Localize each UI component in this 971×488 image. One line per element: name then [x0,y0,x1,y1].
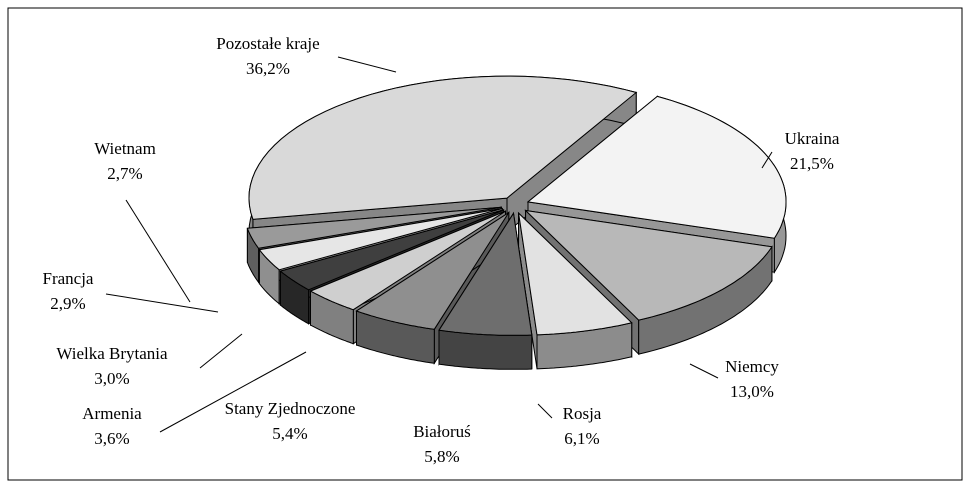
slice [524,209,773,321]
slice [517,211,633,336]
slice [248,75,638,220]
slice-label: Niemcy [725,357,779,376]
slice-value-label: 36,2% [246,59,290,78]
slice-value-label: 3,6% [94,429,129,448]
leader-line [761,151,773,169]
slice-label: Białoruś [413,422,471,441]
slice-value-label: 6,1% [564,429,599,448]
slice-value-label: 13,0% [730,382,774,401]
slice [246,206,502,249]
slice-value-label: 3,0% [94,369,129,388]
slice-value-label: 5,8% [424,447,459,466]
slice-label: Pozostałe kraje [216,34,319,53]
slice-label: Wietnam [94,139,156,158]
slice-outer-side [438,329,533,370]
slice-value-label: 21,5% [790,154,834,173]
slice [355,212,510,330]
leader-line [105,293,219,313]
slice [258,208,503,271]
leader-line [537,403,553,419]
leader-line [159,351,307,433]
slice-tops [246,75,787,336]
slice-value-label: 5,4% [272,424,307,443]
slice [279,209,504,291]
leader-line [337,56,397,73]
slice-value-label: 2,9% [50,294,85,313]
leader-line [125,199,191,303]
slice [438,211,533,336]
leader-line [199,333,243,369]
slice-label: Francja [43,269,94,288]
slice-label: Rosja [563,404,602,423]
slice-label: Wielka Brytania [56,344,168,363]
slice-label: Ukraina [785,129,840,148]
slice-value-label: 2,7% [107,164,142,183]
slice-label: Stany Zjednoczone [225,399,356,418]
slice-label: Armenia [82,404,142,423]
slice [309,210,506,311]
leader-line [689,363,719,379]
